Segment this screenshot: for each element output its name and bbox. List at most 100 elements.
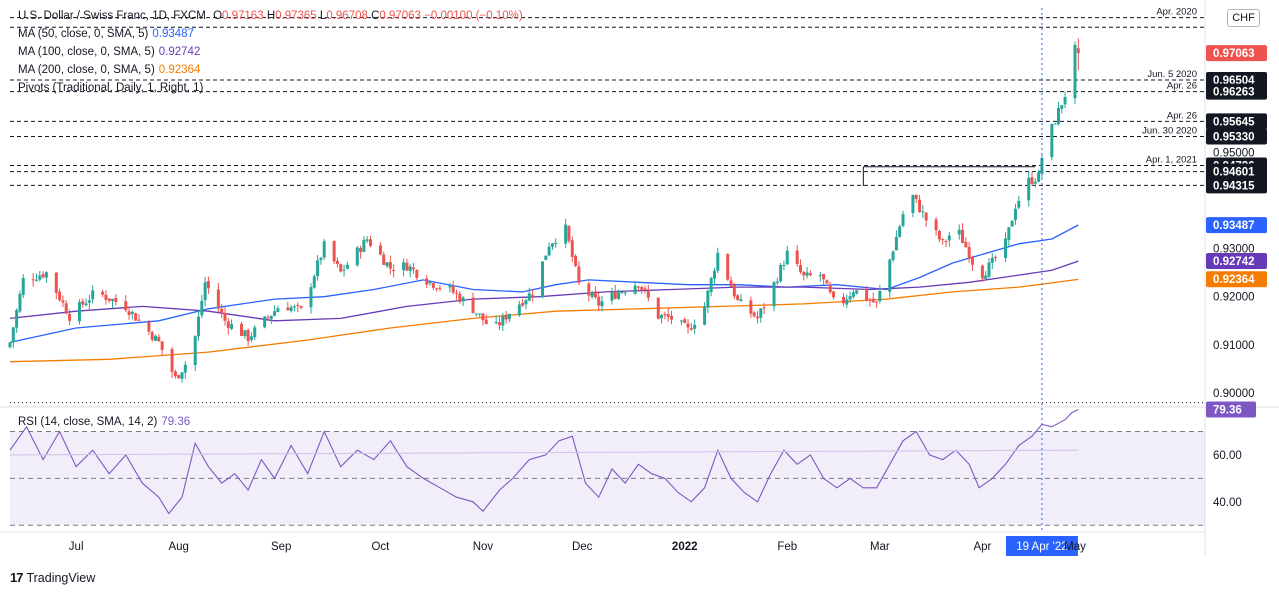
candle-body [345, 264, 349, 269]
candle-body [253, 327, 257, 338]
candle-body [107, 298, 111, 301]
candle-body [547, 246, 551, 256]
candle-body [964, 241, 968, 248]
candle-body [686, 323, 690, 328]
candle-body [154, 335, 158, 341]
candle-body [507, 314, 511, 320]
candle-body [911, 195, 915, 213]
candle-body [712, 270, 716, 279]
candle-body [779, 264, 783, 282]
candle-body [494, 321, 498, 324]
candle-body [541, 261, 545, 298]
tradingview-logo[interactable]: 17 TradingView [10, 570, 95, 585]
ma50-legend[interactable]: MA (50, close, 0, SMA, 5) 0.93487 [18, 28, 194, 40]
candle-body [84, 303, 88, 306]
candle-body [206, 280, 210, 289]
candle-body [729, 280, 733, 287]
candle-body [577, 266, 581, 283]
candle-body [31, 279, 35, 281]
price-badge [1206, 217, 1267, 234]
rsi-badge [1206, 401, 1256, 418]
candle-body [405, 262, 409, 271]
candle-body [567, 226, 571, 242]
candle-body [137, 319, 141, 321]
candle-body [871, 298, 875, 303]
candle-body [362, 239, 366, 252]
candle-body [478, 313, 482, 315]
candle-body [461, 297, 465, 302]
candle-body [1017, 200, 1021, 208]
candle-body [620, 291, 624, 293]
currency-button[interactable]: CHF [1227, 9, 1260, 27]
candle-body [666, 314, 670, 317]
symbol-title: U.S. Dollar / Swiss Franc, 1D, FXCM [18, 10, 206, 22]
symbol-legend[interactable]: U.S. Dollar / Swiss Franc, 1D, FXCM O 0.9… [18, 10, 523, 22]
rsi-line [9, 449, 1079, 456]
candle-body [77, 302, 81, 322]
price-axis[interactable]: 0.90000 0.91000 0.92000 0.93000 0.95000 60.00… [1213, 147, 1255, 508]
candle-body [319, 257, 323, 261]
open-label: O [213, 10, 223, 22]
time-tick-label: Oct [371, 541, 390, 553]
candle-body [481, 313, 485, 321]
candle-body [1004, 238, 1008, 259]
candle-body [451, 286, 455, 293]
price-badge-label: 0.92364 [1213, 274, 1255, 286]
ma100-value: 0.92742 [158, 46, 201, 58]
ma100-legend[interactable]: MA (100, close, 0, SMA, 5) 0.92742 [18, 46, 200, 58]
candle-body [521, 303, 525, 306]
candle-body [1030, 177, 1034, 184]
candle-body [34, 279, 38, 281]
candle-body [431, 283, 435, 288]
candle-body [693, 324, 697, 329]
candle-body [851, 292, 855, 297]
candle-body [382, 254, 386, 265]
rsi-legend[interactable]: RSI (14, close, SMA, 14, 2) 79.36 [18, 416, 190, 428]
price-badge [1206, 128, 1267, 145]
candle-body [990, 257, 994, 263]
ma200-legend[interactable]: MA (200, close, 0, SMA, 5) 0.92364 [18, 64, 200, 76]
candle-body [273, 311, 277, 316]
candle-body [587, 283, 591, 296]
crosshair-date-badge [1005, 536, 1078, 556]
candle-body [669, 315, 673, 320]
candle-body [1073, 44, 1077, 99]
price-badge-label: 0.93487 [1213, 220, 1255, 232]
price-badge [1206, 253, 1267, 270]
candle-body [134, 313, 138, 321]
ma-line [9, 278, 1079, 363]
candle-body [388, 261, 392, 269]
candle-body [752, 312, 756, 317]
candle-body [865, 288, 869, 301]
candle-body [458, 293, 462, 302]
candle-body [173, 371, 177, 377]
candle-body [1053, 123, 1057, 125]
candle-body [365, 239, 369, 241]
candle-body [898, 226, 902, 237]
tradingview-icon: 17 [10, 570, 24, 585]
candle-body [921, 211, 925, 213]
pivots-legend[interactable]: Pivots (Traditional, Daily, 1, Right, 1) [18, 82, 203, 94]
candle-body [640, 286, 644, 290]
candle-body [41, 274, 45, 278]
candle-body [1007, 227, 1011, 240]
price-badge-label: 0.95645 [1213, 116, 1255, 128]
candle-body [448, 285, 452, 288]
candle-body [289, 307, 293, 311]
candle-body [91, 290, 95, 300]
rsi-line [9, 409, 1079, 515]
price-badge-label: 0.92742 [1213, 256, 1255, 268]
candle-body [355, 247, 359, 266]
time-axis[interactable]: Jul Aug Sep Oct Nov Dec 2022 Feb Mar Apr May [69, 541, 1086, 553]
candle-body [1050, 124, 1054, 158]
candle-body [775, 281, 779, 283]
candle-body [845, 299, 849, 305]
candle-body [412, 267, 416, 270]
candle-body [610, 292, 614, 301]
close-value: 0.97063 [379, 10, 421, 22]
pivot-label: Jun. 30 2020 [1142, 125, 1197, 136]
candle-body [749, 300, 753, 314]
candle-body [316, 260, 320, 277]
